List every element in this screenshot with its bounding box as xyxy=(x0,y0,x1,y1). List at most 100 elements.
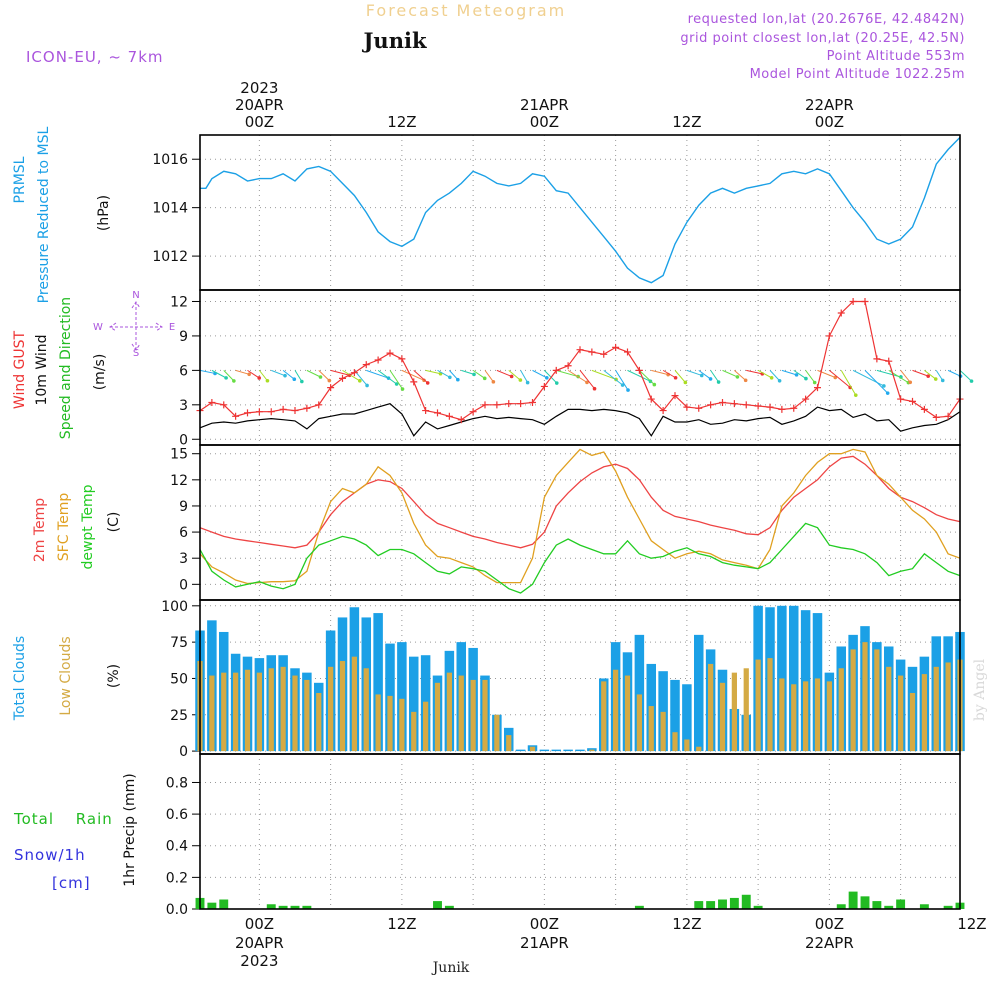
bottom-date-label: 22APR xyxy=(805,934,854,952)
wind-arrow-head xyxy=(224,376,228,380)
precip-panel: 0.0 0.2 0.4 0.6 0.8 xyxy=(166,753,965,918)
wind-gust-marker xyxy=(244,409,251,417)
precip-bar xyxy=(694,901,704,909)
wind-direction-arrow xyxy=(710,370,720,383)
wind-direction-arrow xyxy=(235,369,250,375)
wind-arrow-head xyxy=(327,378,332,383)
top-date-label: 00Z xyxy=(530,113,559,131)
wind-arrow-head xyxy=(699,373,704,378)
wind-gust-marker xyxy=(920,405,928,413)
bottom-date-label: 00Z xyxy=(815,915,844,933)
total-cloud-bar xyxy=(800,610,811,752)
precip-bar xyxy=(706,901,716,909)
total-cloud-bar xyxy=(658,671,668,752)
temp-label-unit: (C) xyxy=(106,512,122,533)
wind-gust-marker xyxy=(339,374,346,382)
wind-direction-arrow xyxy=(639,370,655,385)
wind-gust-marker xyxy=(754,402,762,410)
clouds-ytick-label: 100 xyxy=(161,599,188,615)
wind-gust-marker xyxy=(849,297,857,305)
temp-label-sfc: SFC Temp xyxy=(56,493,72,562)
wind-gust-marker xyxy=(315,401,323,409)
low-cloud-bar xyxy=(672,732,678,752)
wind-gust-marker xyxy=(612,343,620,351)
wind-ytick-label: 12 xyxy=(170,294,188,310)
wind-gust-marker xyxy=(671,392,679,400)
total-cloud-bar xyxy=(670,679,680,752)
low-cloud-bar xyxy=(731,672,737,752)
wind-gust-marker xyxy=(837,309,845,317)
top-date-label: 00Z xyxy=(815,113,844,131)
clouds-ytick-label: 50 xyxy=(170,671,188,687)
compass-e: E xyxy=(169,322,175,333)
bottom-noon-label: 12Z xyxy=(387,915,416,933)
precip-bar xyxy=(943,905,953,909)
wind-gust-marker xyxy=(719,399,726,407)
total-cloud-bar xyxy=(634,634,645,752)
precip-legend-rain: Total Rain xyxy=(13,810,113,828)
wind-gust-marker xyxy=(529,399,536,407)
low-cloud-bar xyxy=(624,675,631,752)
low-cloud-bar xyxy=(862,642,868,752)
wind-direction-arrow xyxy=(532,369,548,379)
model-altitude: Model Point Altitude 1022.25m xyxy=(750,67,965,82)
wind-gust-marker xyxy=(778,405,786,413)
bottom-noon-label: 12Z xyxy=(672,915,701,933)
total-cloud-bar xyxy=(551,749,561,752)
wind-gust-marker xyxy=(422,407,430,415)
low-cloud-bar xyxy=(292,675,298,752)
precip-bar xyxy=(896,899,906,909)
wind-gust-marker xyxy=(410,378,418,386)
wind-gust-marker xyxy=(208,399,216,407)
wind-direction-arrow xyxy=(805,370,816,383)
wind-direction-arrow xyxy=(651,369,669,376)
wind-direction-arrow xyxy=(924,369,937,380)
precip-bar xyxy=(266,904,276,909)
wind-direction-arrow xyxy=(900,370,911,383)
precip-ytick-label: 0.0 xyxy=(166,902,188,918)
wind-direction-arrow xyxy=(627,369,651,382)
wind-gust-marker xyxy=(707,401,715,409)
wind-gust-marker xyxy=(588,348,596,356)
low-cloud-bar xyxy=(767,658,773,752)
wind-direction-arrow xyxy=(686,369,702,376)
precip-bar xyxy=(207,902,217,909)
wind-direction-arrow xyxy=(223,370,235,382)
wind-arrow-head xyxy=(482,376,487,381)
low-cloud-bar xyxy=(470,679,476,752)
wind-speed-line xyxy=(199,403,961,437)
low-cloud-bar xyxy=(660,711,666,752)
wind-direction-arrow xyxy=(437,369,451,378)
total-cloud-bar xyxy=(563,749,573,752)
top-noon-label: 12Z xyxy=(672,113,701,131)
wind-arrow-head xyxy=(400,387,405,391)
wind-direction-arrow xyxy=(211,369,227,379)
low-cloud-bar xyxy=(719,682,726,752)
temperature-ytick-label: 12 xyxy=(170,473,188,489)
top-date-label: 21APR xyxy=(520,96,569,114)
low-cloud-bar xyxy=(387,695,393,752)
precip-frame xyxy=(199,753,961,910)
wind-arrow-head xyxy=(683,380,688,385)
wind-direction-arrow xyxy=(817,369,836,378)
low-cloud-bar xyxy=(803,681,809,752)
wind-gust-marker xyxy=(624,348,631,356)
pressure-ytick-label: 1012 xyxy=(152,249,188,265)
wind-direction-arrow xyxy=(757,369,772,379)
precip-bar xyxy=(444,905,454,909)
wind-arrow-head xyxy=(491,380,496,384)
low-cloud-bar xyxy=(280,666,286,752)
wind-direction-arrow xyxy=(769,370,780,382)
wind-arrow-head xyxy=(882,384,886,388)
wind-direction-arrow xyxy=(449,370,459,381)
precip-bar xyxy=(753,905,763,909)
low-cloud-bar xyxy=(755,659,761,752)
wind-arrow-head xyxy=(232,379,236,383)
footer-location: Junik xyxy=(431,960,470,976)
pressure-label-msl: Pressure Reduced to MSL xyxy=(36,126,52,303)
precip-ytick-label: 0.8 xyxy=(166,775,188,791)
wind-gust-marker xyxy=(362,361,370,369)
wind-gust-marker xyxy=(505,400,513,408)
temperature-ytick-label: 15 xyxy=(170,447,188,463)
